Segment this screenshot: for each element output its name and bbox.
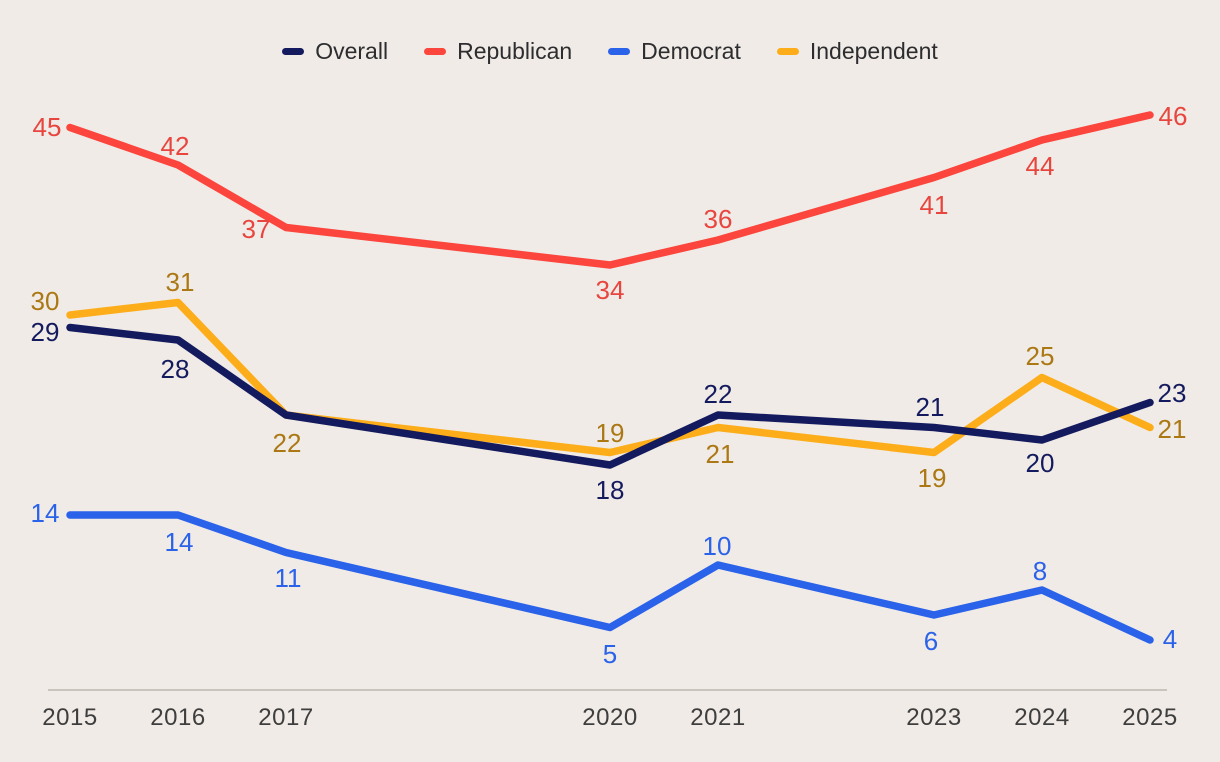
x-axis-line [48, 689, 1167, 691]
x-tick-2021: 2021 [690, 704, 746, 731]
value-label-independent-2024: 25 [1025, 340, 1055, 371]
value-label-democrat-2023: 6 [923, 626, 939, 656]
x-tick-2015: 2015 [42, 704, 98, 731]
value-label-overall-2021: 22 [703, 379, 733, 409]
value-label-overall-2023: 21 [915, 391, 945, 422]
x-tick-2016: 2016 [150, 704, 206, 731]
legend-item-overall: Overall [282, 37, 389, 64]
legend-item-republican: Republican [424, 37, 573, 64]
x-tick-2017: 2017 [258, 704, 314, 731]
value-label-republican-2015: 45 [32, 111, 62, 142]
legend-swatch-democrat [608, 47, 631, 55]
value-label-republican-2016: 42 [160, 131, 190, 161]
x-tick-2025: 2025 [1122, 704, 1178, 731]
value-label-democrat-2015: 14 [30, 498, 60, 528]
value-label-democrat-2016: 14 [164, 527, 194, 557]
value-label-independent-2015: 30 [30, 286, 60, 316]
legend-item-independent: Independent [776, 37, 938, 64]
legend-swatch-independent [776, 47, 799, 55]
legend-label-republican: Republican [457, 37, 573, 64]
value-label-democrat-2025: 4 [1162, 624, 1178, 654]
value-label-republican-2021: 36 [703, 204, 733, 234]
x-tick-2024: 2024 [1014, 704, 1070, 731]
legend-item-democrat: Democrat [608, 37, 741, 64]
legend-label-overall: Overall [315, 37, 389, 64]
line-democrat [66, 511, 1154, 644]
value-label-independent-2025: 21 [1157, 413, 1187, 444]
value-label-independent-2021: 21 [705, 438, 735, 469]
value-label-independent-2020: 19 [595, 417, 625, 448]
x-tick-2023: 2023 [906, 704, 962, 731]
legend-swatch-overall [282, 47, 305, 55]
value-label-overall-2025: 23 [1157, 377, 1187, 408]
line-overall [66, 323, 1154, 469]
value-label-independent-2016: 31 [165, 266, 195, 297]
value-label-republican-2025: 46 [1158, 101, 1188, 131]
value-label-democrat-2021: 10 [702, 531, 732, 561]
value-label-independent-2023: 19 [917, 462, 947, 493]
value-label-independent-2017: 22 [272, 428, 302, 458]
value-label-republican-2017: 37 [241, 213, 271, 244]
value-label-democrat-2020: 5 [602, 638, 618, 669]
value-label-republican-2020: 34 [595, 275, 625, 305]
legend-label-independent: Independent [809, 37, 938, 64]
x-tick-2020: 2020 [582, 704, 638, 731]
value-label-democrat-2017: 11 [274, 562, 302, 593]
value-label-republican-2024: 44 [1025, 151, 1055, 181]
legend-label-democrat: Democrat [641, 37, 741, 64]
value-label-overall-2015: 29 [30, 316, 60, 347]
legend-swatch-republican [424, 47, 447, 55]
value-label-overall-2020: 18 [595, 475, 625, 505]
value-label-overall-2016: 28 [160, 354, 190, 384]
value-label-republican-2023: 41 [919, 189, 949, 220]
value-label-overall-2024: 20 [1025, 448, 1055, 478]
line-republican [66, 111, 1154, 269]
value-label-democrat-2024: 8 [1032, 556, 1048, 586]
chart-legend: Overall Republican Democrat Independent [0, 36, 1220, 66]
